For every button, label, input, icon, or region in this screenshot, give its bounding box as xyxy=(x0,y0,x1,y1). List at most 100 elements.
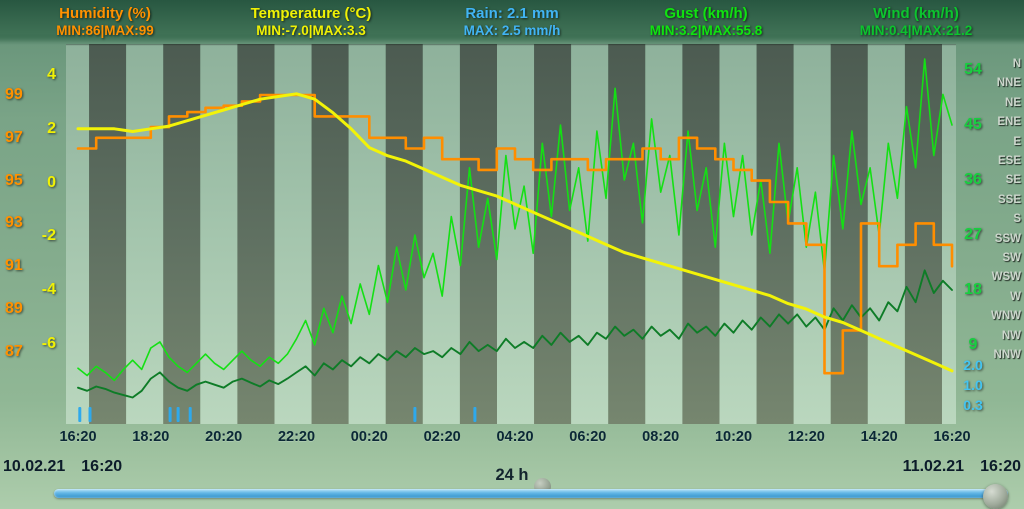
legend-rain-minmax: MAX: 2.5 mm/h xyxy=(463,23,561,38)
wind-direction-label: WNW xyxy=(991,310,1022,323)
legend-temperature-minmax: MIN:-7.0|MAX:3.3 xyxy=(256,23,366,38)
legend-humidity: Humidity (%) MIN:86|MAX:99 xyxy=(56,5,154,39)
time-axis-label: 08:20 xyxy=(642,429,680,445)
humidity-axis-tick: 91 xyxy=(5,257,23,275)
wind-axis-tick: 54 xyxy=(964,61,982,78)
legend-wind-title: Wind (km/h) xyxy=(873,5,959,22)
hour-stripe xyxy=(756,44,794,424)
hour-stripe xyxy=(163,44,201,424)
wind-direction-label: WSW xyxy=(991,271,1021,284)
time-axis-label: 14:20 xyxy=(860,429,898,445)
legend-gust-title: Gust (km/h) xyxy=(664,5,748,22)
rain-event-tick xyxy=(473,407,477,422)
scroll-knob[interactable] xyxy=(983,484,1008,509)
time-axis-label: 22:20 xyxy=(277,429,316,445)
legend-rain-title: Rain: 2.1 mm xyxy=(465,5,559,22)
humidity-axis-tick: 99 xyxy=(5,86,23,103)
horizontal-scrollbar[interactable] xyxy=(54,489,1008,498)
rain-event-tick xyxy=(176,407,180,422)
wind-axis-tick: 9 xyxy=(968,335,978,353)
legend-temperature-title: Temperature (°C) xyxy=(250,5,372,22)
rain-event-tick xyxy=(88,407,92,422)
hour-stripe xyxy=(608,44,646,424)
humidity-axis-tick: 97 xyxy=(5,128,23,146)
wind-direction-label: NE xyxy=(1005,96,1021,109)
wind-axis-tick: 27 xyxy=(964,226,982,243)
humidity-line xyxy=(76,93,954,375)
time-axis-label: 04:20 xyxy=(496,429,534,445)
temperature-line xyxy=(76,92,954,373)
hour-stripe xyxy=(385,44,423,424)
hour-stripe xyxy=(571,44,609,424)
rain-axis-tick: 0.3 xyxy=(963,397,983,413)
legend-gust-minmax: MIN:3.2|MAX:55.8 xyxy=(649,23,763,38)
wind-direction-label: SW xyxy=(1002,252,1021,264)
period-start-time: 16:20 xyxy=(81,458,123,475)
rain-event-tick xyxy=(413,407,417,422)
hour-stripe xyxy=(904,44,942,424)
wind-direction-label: SE xyxy=(1005,174,1021,187)
legend-rain: Rain: 2.1 mm MAX: 2.5 mm/h xyxy=(464,5,561,39)
time-axis-label: 12:20 xyxy=(787,429,825,445)
hour-stripe xyxy=(89,44,127,424)
period-start: 10.02.21 16:20 xyxy=(3,458,122,476)
legend-temperature: Temperature (°C) MIN:-7.0|MAX:3.3 xyxy=(251,5,372,39)
humidity-axis-tick: 87 xyxy=(5,342,23,360)
chart-plot[interactable] xyxy=(66,44,956,424)
rain-event-tick xyxy=(168,407,172,422)
period-end-date: 11.02.21 xyxy=(902,458,965,475)
wind-direction-label: NW xyxy=(1001,329,1021,342)
legend-humidity-minmax: MIN:86|MAX:99 xyxy=(56,23,154,38)
temperature-axis-tick: 2 xyxy=(47,119,56,137)
wind-direction-label: NNE xyxy=(996,77,1021,90)
temperature-axis-tick: -4 xyxy=(41,281,56,299)
header-background xyxy=(0,0,1024,42)
wind-direction-label: N xyxy=(1012,58,1021,70)
time-axis-label: 16:20 xyxy=(59,429,97,445)
period-start-date: 10.02.21 xyxy=(3,458,66,475)
plot-top-border xyxy=(66,44,956,46)
time-axis-label: 18:20 xyxy=(132,429,170,445)
time-axis-label: 00:20 xyxy=(350,429,388,445)
wind-direction-label: SSW xyxy=(994,232,1021,245)
temperature-axis-tick: -6 xyxy=(41,335,56,352)
rain-event-tick xyxy=(188,407,192,422)
wind-direction-label: NNW xyxy=(993,349,1021,361)
legend-humidity-title: Humidity (%) xyxy=(59,5,151,22)
wind-direction-label: E xyxy=(1013,135,1021,148)
legend-wind: Wind (km/h) MIN:0.4|MAX:21.2 xyxy=(860,5,973,39)
hour-stripe xyxy=(645,44,683,424)
wind-line xyxy=(77,269,953,399)
time-axis-label: 16:20 xyxy=(933,429,971,445)
wind-axis-tick: 36 xyxy=(964,171,982,188)
wind-direction-label: SSE xyxy=(997,193,1021,206)
hour-stripe xyxy=(126,44,164,424)
period-end-time: 16:20 xyxy=(980,458,1021,475)
temperature-axis-tick: 0 xyxy=(47,173,56,191)
time-axis-label: 02:20 xyxy=(423,429,461,445)
wind-direction-label: ESE xyxy=(997,155,1021,167)
time-axis-label: 20:20 xyxy=(205,429,243,445)
rain-axis-tick: 2.0 xyxy=(963,357,983,373)
wind-direction-label: W xyxy=(1010,290,1021,303)
hour-stripe xyxy=(348,44,386,424)
humidity-axis-tick: 95 xyxy=(5,171,23,189)
wind-direction-label: ENE xyxy=(997,116,1021,129)
humidity-axis-tick: 89 xyxy=(5,300,23,317)
hour-stripe xyxy=(719,44,757,424)
humidity-axis-tick: 93 xyxy=(5,214,23,232)
legend-wind-minmax: MIN:0.4|MAX:21.2 xyxy=(859,23,973,38)
hour-stripe xyxy=(941,44,956,424)
time-axis-label: 06:20 xyxy=(569,429,607,445)
temperature-axis-tick: -2 xyxy=(41,227,56,245)
period-span-label: 24 h xyxy=(495,466,529,484)
hour-stripe xyxy=(66,44,90,424)
wind-axis-tick: 45 xyxy=(964,116,982,133)
rain-axis-tick: 1.0 xyxy=(963,377,983,393)
time-axis-label: 10:20 xyxy=(714,429,753,445)
hour-stripe xyxy=(237,44,275,424)
rain-event-tick xyxy=(78,407,82,422)
hour-stripe xyxy=(867,44,905,424)
hour-stripe xyxy=(459,44,497,424)
